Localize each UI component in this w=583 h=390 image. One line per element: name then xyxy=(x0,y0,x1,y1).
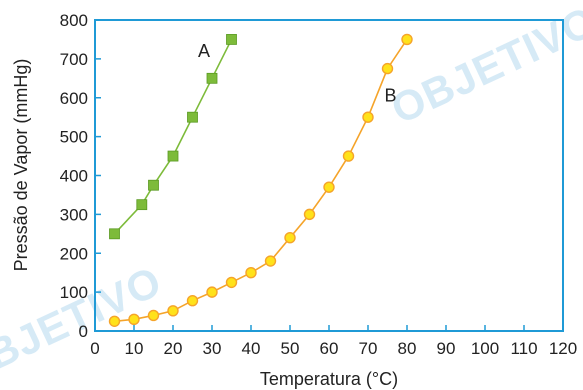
series-label-B: B xyxy=(384,86,396,106)
y-axis-title: Pressão de Vapor (mmHg) xyxy=(11,59,31,272)
data-point-A xyxy=(167,150,179,162)
x-tick-label: 30 xyxy=(203,339,222,358)
x-tick-label: 70 xyxy=(359,339,378,358)
y-tick-label: 800 xyxy=(60,11,88,30)
data-point-B xyxy=(264,255,277,267)
data-point-B xyxy=(362,111,374,123)
axes: 0 10 20 30 40 50 60 70 80 90 100 110 120 0 100 200 300 40… xyxy=(60,11,578,358)
x-tick-label: 60 xyxy=(320,339,339,358)
x-tick-label: 10 xyxy=(125,339,144,358)
x-tick-label: 100 xyxy=(471,339,499,358)
x-tick-label: 0 xyxy=(90,339,99,358)
data-point-A xyxy=(187,111,198,123)
data-point-B xyxy=(303,208,316,221)
x-tick-label: 50 xyxy=(281,339,300,358)
data-point-A xyxy=(206,72,218,84)
series-layer: AB xyxy=(108,33,413,327)
series-label-A: A xyxy=(198,41,210,61)
data-point-B xyxy=(225,276,238,289)
data-point-B xyxy=(186,294,199,307)
data-point-B xyxy=(128,313,140,326)
series-line-B xyxy=(114,38,408,323)
x-tick-label: 80 xyxy=(398,339,417,358)
data-point-A xyxy=(136,199,148,211)
data-point-B xyxy=(342,150,355,162)
data-point-B xyxy=(381,62,394,75)
y-tick-label: 600 xyxy=(60,89,88,108)
data-point-B xyxy=(401,33,413,46)
x-tick-label: 40 xyxy=(242,339,261,358)
y-tick-label: 400 xyxy=(60,167,88,186)
y-tick-label: 200 xyxy=(60,244,88,263)
y-tick-label: 0 xyxy=(79,322,88,341)
data-point-B xyxy=(206,286,218,298)
series-B xyxy=(108,33,413,327)
data-point-B xyxy=(284,231,296,244)
series-A xyxy=(109,34,237,240)
y-tick-label: 300 xyxy=(60,205,88,224)
x-tick-label: 20 xyxy=(164,339,183,358)
y-tick-label: 700 xyxy=(60,50,88,69)
data-point-B xyxy=(108,315,121,327)
data-point-B xyxy=(147,309,160,322)
data-point-A xyxy=(226,34,237,45)
data-point-A xyxy=(148,179,159,191)
x-axis-title: Temperatura (°C) xyxy=(260,369,398,389)
data-point-A xyxy=(109,228,120,240)
y-tick-label: 100 xyxy=(60,283,88,302)
x-tick-label: 120 xyxy=(549,339,577,358)
data-point-B xyxy=(323,181,335,193)
data-point-B xyxy=(245,266,257,279)
series-line-A xyxy=(113,39,233,235)
x-tick-label: 110 xyxy=(510,339,537,358)
y-tick-label: 500 xyxy=(60,128,88,147)
x-tick-label: 90 xyxy=(437,339,456,358)
data-point-B xyxy=(167,305,179,317)
